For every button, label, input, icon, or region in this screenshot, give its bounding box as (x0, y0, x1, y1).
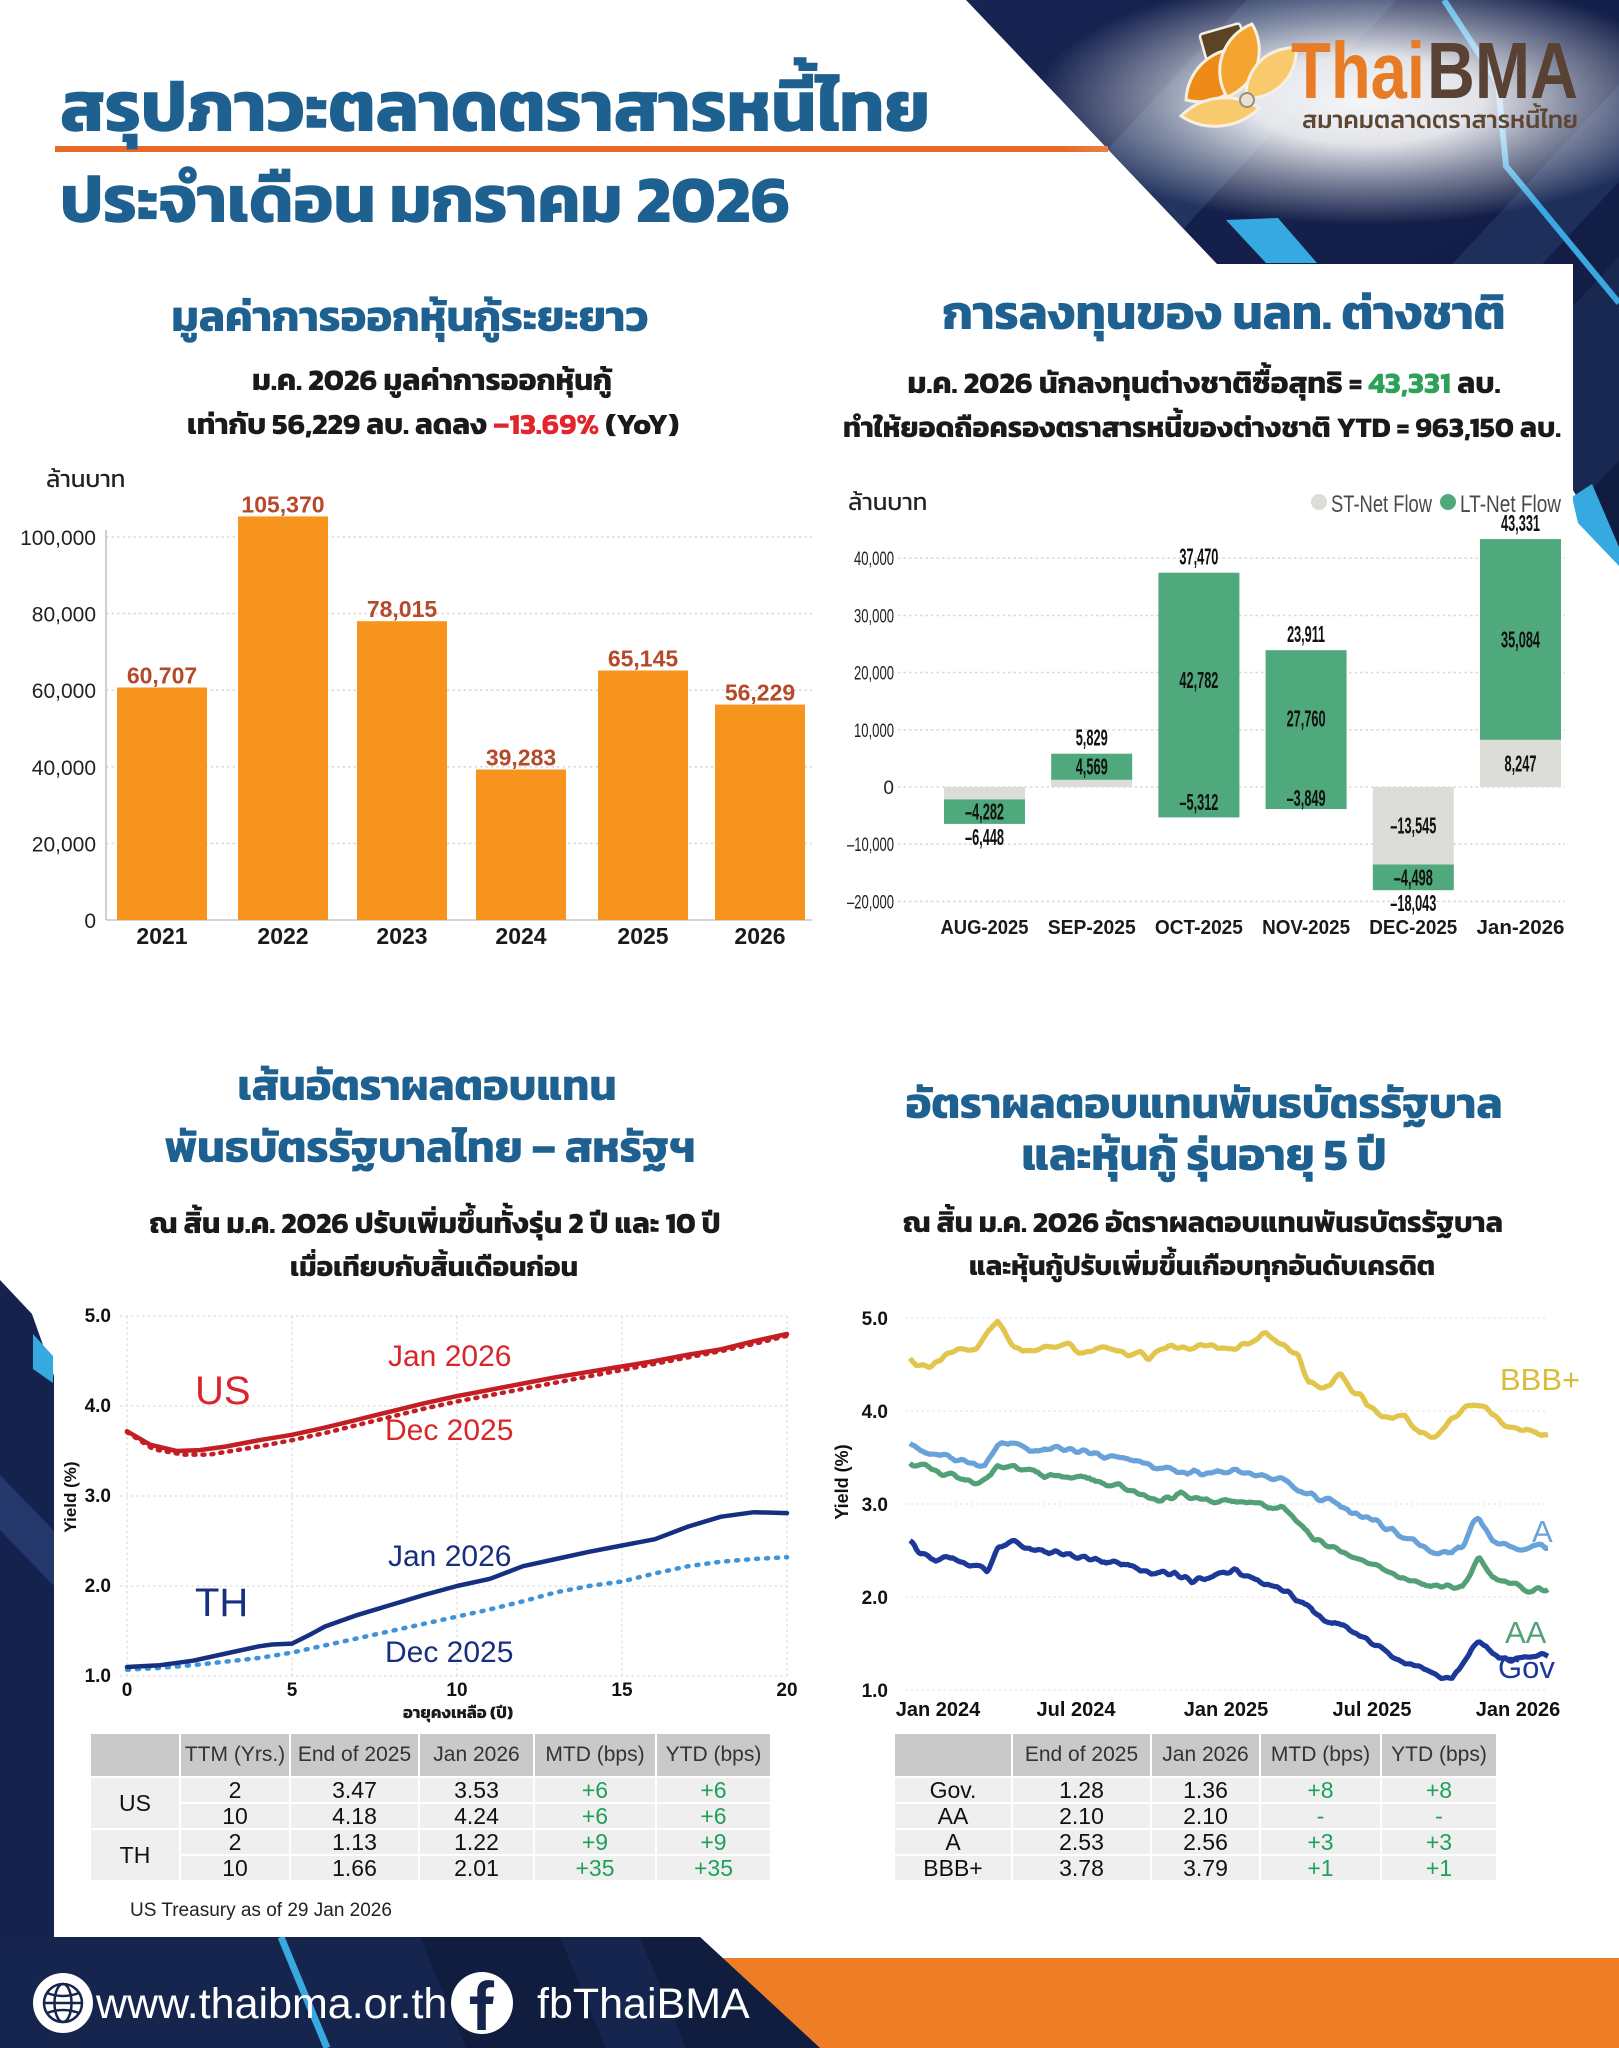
svg-text:LT-Net Flow: LT-Net Flow (1460, 491, 1562, 518)
svg-text:0: 0 (883, 778, 894, 799)
svg-text:5,829: 5,829 (1076, 725, 1108, 751)
svg-text:35,084: 35,084 (1501, 626, 1540, 652)
svg-text:Dec 2025: Dec 2025 (385, 1414, 513, 1447)
svg-text:40,000: 40,000 (32, 757, 96, 780)
svg-text:2023: 2023 (376, 923, 427, 949)
svg-text:10: 10 (446, 1680, 467, 1701)
svg-text:20,000: 20,000 (854, 664, 894, 685)
svg-text:2.0: 2.0 (862, 1588, 888, 1609)
svg-text:2026: 2026 (734, 923, 785, 949)
svg-text:Jul 2025: Jul 2025 (1333, 1699, 1412, 1721)
svg-text:37,470: 37,470 (1179, 544, 1218, 570)
svg-text:4.0: 4.0 (85, 1396, 111, 1417)
svg-text:5.0: 5.0 (862, 1309, 888, 1330)
svg-text:–4,282: –4,282 (965, 799, 1004, 825)
svg-text:43,331: 43,331 (1501, 510, 1540, 536)
svg-text:US Treasury as of 29 Jan 2026: US Treasury as of 29 Jan 2026 (130, 1900, 392, 1921)
svg-text:0: 0 (84, 910, 96, 933)
svg-text:Jan 2026: Jan 2026 (388, 1540, 511, 1573)
svg-text:–10,000: –10,000 (847, 835, 894, 856)
svg-text:56,229: 56,229 (725, 680, 795, 706)
svg-text:AUG-2025: AUG-2025 (941, 917, 1029, 939)
svg-text:–4,498: –4,498 (1394, 864, 1433, 890)
svg-text:78,015: 78,015 (367, 596, 438, 622)
svg-text:1.0: 1.0 (85, 1666, 111, 1687)
svg-text:4.0: 4.0 (862, 1402, 888, 1423)
svg-text:Jan-2026: Jan-2026 (1477, 917, 1565, 939)
svg-text:fbThaiBMA: fbThaiBMA (537, 1980, 750, 2028)
svg-text:20: 20 (776, 1680, 797, 1701)
svg-text:BMA: BMA (1427, 26, 1578, 115)
svg-text:80,000: 80,000 (32, 604, 96, 627)
svg-text:–5,312: –5,312 (1179, 789, 1218, 815)
svg-text:1.0: 1.0 (862, 1681, 888, 1702)
svg-text:15: 15 (611, 1680, 633, 1701)
svg-text:Thai: Thai (1291, 26, 1425, 115)
svg-text:www.thaibma.or.th: www.thaibma.or.th (95, 1980, 447, 2028)
svg-text:23,911: 23,911 (1287, 621, 1325, 647)
svg-text:2.0: 2.0 (85, 1576, 111, 1597)
svg-text:42,782: 42,782 (1179, 667, 1218, 693)
svg-text:Jan 2026: Jan 2026 (388, 1340, 511, 1373)
svg-text:40,000: 40,000 (854, 549, 894, 570)
svg-text:US: US (195, 1369, 251, 1413)
svg-text:2022: 2022 (257, 923, 308, 949)
svg-text:–3,849: –3,849 (1287, 785, 1326, 811)
svg-text:2024: 2024 (495, 923, 546, 949)
svg-text:AA: AA (1505, 1615, 1547, 1650)
svg-text:20,000: 20,000 (32, 833, 96, 856)
svg-text:2025: 2025 (617, 923, 668, 949)
svg-text:30,000: 30,000 (854, 606, 894, 627)
svg-text:Yield (%): Yield (%) (61, 1461, 80, 1532)
svg-text:A: A (1532, 1514, 1553, 1549)
svg-text:–6,448: –6,448 (965, 824, 1004, 850)
svg-text:39,283: 39,283 (486, 745, 556, 771)
svg-text:–18,043: –18,043 (1390, 890, 1436, 916)
svg-text:Jan 2025: Jan 2025 (1184, 1699, 1269, 1721)
svg-text:4,569: 4,569 (1076, 754, 1108, 780)
svg-text:Gov: Gov (1498, 1650, 1555, 1685)
svg-text:Yield (%): Yield (%) (832, 1444, 852, 1519)
svg-text:2021: 2021 (136, 923, 187, 949)
svg-text:Jul 2024: Jul 2024 (1037, 1699, 1117, 1721)
svg-text:0: 0 (122, 1680, 133, 1701)
svg-text:105,370: 105,370 (241, 491, 324, 517)
svg-text:TH: TH (195, 1581, 248, 1625)
svg-text:27,760: 27,760 (1287, 706, 1326, 732)
svg-text:OCT-2025: OCT-2025 (1155, 917, 1243, 939)
svg-text:Jan 2026: Jan 2026 (1476, 1699, 1561, 1721)
svg-text:DEC-2025: DEC-2025 (1369, 917, 1457, 939)
svg-text:10,000: 10,000 (854, 721, 894, 742)
svg-text:100,000: 100,000 (20, 527, 96, 550)
svg-text:3.0: 3.0 (85, 1486, 111, 1507)
svg-text:60,707: 60,707 (127, 662, 197, 688)
svg-text:NOV-2025: NOV-2025 (1262, 917, 1350, 939)
svg-text:–20,000: –20,000 (847, 892, 894, 913)
svg-text:BBB+: BBB+ (1500, 1362, 1580, 1397)
svg-text:SEP-2025: SEP-2025 (1048, 917, 1136, 939)
svg-text:ST-Net Flow: ST-Net Flow (1331, 491, 1433, 518)
svg-text:–13,545: –13,545 (1390, 813, 1436, 839)
svg-text:5.0: 5.0 (85, 1306, 111, 1327)
svg-text:3.0: 3.0 (862, 1495, 888, 1516)
svg-text:Jan 2024: Jan 2024 (896, 1699, 981, 1721)
svg-text:Dec 2025: Dec 2025 (385, 1636, 513, 1669)
svg-text:60,000: 60,000 (32, 680, 96, 703)
svg-text:5: 5 (287, 1680, 298, 1701)
svg-text:8,247: 8,247 (1505, 750, 1537, 776)
svg-text:65,145: 65,145 (608, 645, 679, 671)
